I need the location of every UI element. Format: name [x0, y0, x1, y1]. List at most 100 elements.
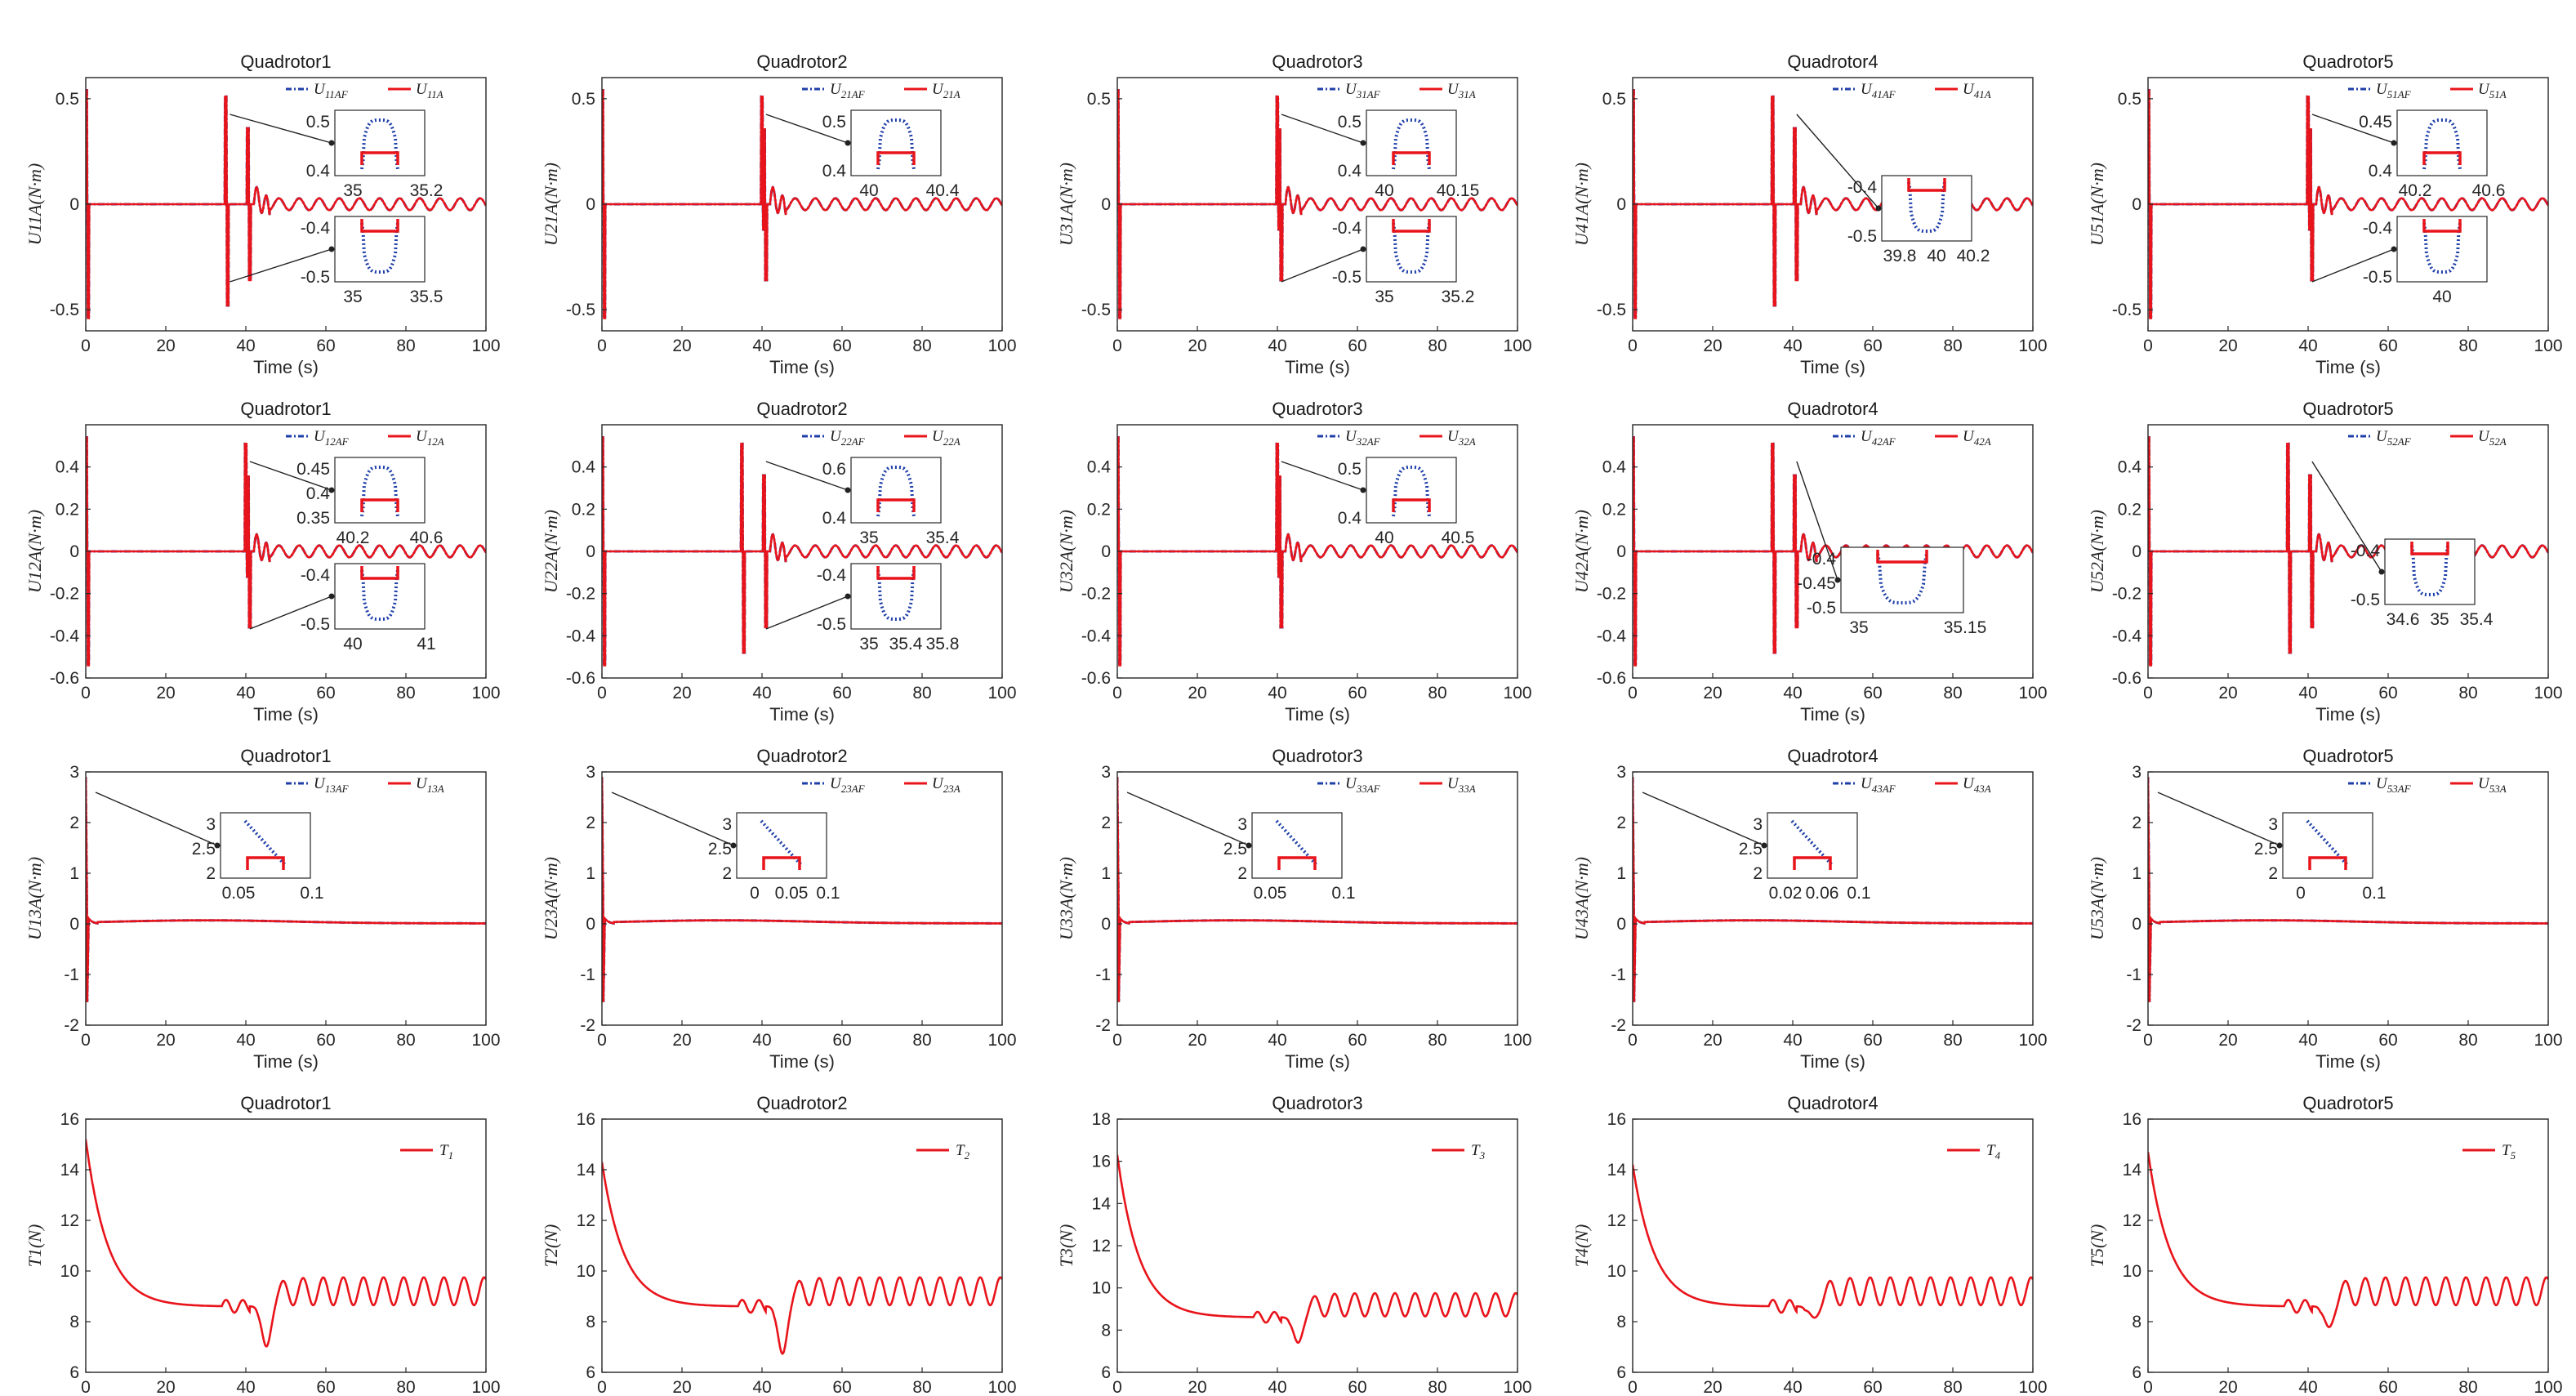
y-tick-label: 6	[69, 1363, 79, 1382]
x-tick-label: 20	[156, 1378, 175, 1396]
legend: U21AF U21A	[802, 81, 960, 100]
legend-actual-label: T3	[1471, 1142, 1486, 1162]
series-actual-line	[2148, 777, 2548, 1002]
inset-actual-line	[1392, 219, 1431, 233]
subplot-title: Quadrotor1	[240, 746, 331, 766]
inset-y-tick-label: 2	[1753, 864, 1763, 883]
legend-actual-label: U22A	[932, 428, 960, 448]
x-tick-label: 100	[2534, 1378, 2562, 1396]
series-actual-line	[1117, 1154, 1518, 1344]
y-axis-label: T5(N)	[2087, 1224, 2107, 1268]
inset-actual-line	[876, 498, 916, 512]
y-tick-label: 8	[69, 1313, 79, 1331]
legend-actual-label: U52A	[2478, 428, 2507, 448]
series-actual-line	[1633, 436, 2033, 667]
y-tick-label: 12	[2123, 1211, 2141, 1230]
inset-y-tick-label: -0.4	[2351, 542, 2381, 560]
x-tick-label: 20	[1703, 1378, 1722, 1396]
y-tick-label: -0.2	[1081, 585, 1111, 604]
inset-y-tick-label: 2.5	[2254, 840, 2278, 859]
inset-pointer-head	[1360, 246, 1366, 252]
axes-box	[85, 1118, 487, 1373]
x-tick-label: 20	[2218, 1031, 2237, 1050]
x-axis-label: Time (s)	[1285, 357, 1350, 377]
inset-actual-line	[1876, 550, 1928, 564]
y-axis-label: U32A(N·m)	[1056, 510, 1076, 593]
x-tick-label: 20	[1188, 684, 1206, 702]
legend-filtered-label: U22AF	[830, 428, 866, 448]
x-axis-label: Time (s)	[769, 357, 835, 377]
inset-y-tick-label: -0.4	[2363, 219, 2393, 238]
y-tick-label: 14	[1607, 1161, 1627, 1180]
subplot-title: Quadrotor4	[1787, 51, 1878, 72]
y-tick-label: 0.2	[56, 500, 79, 519]
subplot-r1c0: Quadrotor1 0 20 40 60 80 100 -0.6 -0.4 -0.2 0 0.2 0.…	[25, 399, 501, 725]
y-axis-label: U43A(N·m)	[1571, 857, 1592, 940]
y-tick-label: 0	[69, 195, 79, 214]
x-tick-label: 40	[1268, 684, 1286, 702]
inset-pointer-arrow	[249, 461, 332, 491]
inset-actual-line	[2422, 219, 2462, 233]
x-tick-label: 0	[81, 1378, 91, 1396]
x-tick-label: 40	[752, 684, 771, 702]
zoom-inset: 0.45 0.4 40.2 40.6	[2311, 109, 2505, 200]
y-tick-label: -0.6	[2112, 669, 2141, 688]
subplot-title: Quadrotor2	[756, 746, 847, 766]
x-tick-label: 100	[987, 1031, 1016, 1050]
x-tick-label: 100	[2018, 1031, 2047, 1050]
inset-actual-line	[2410, 542, 2449, 555]
y-tick-label: 6	[2132, 1363, 2141, 1382]
x-tick-label: 0	[81, 337, 91, 355]
x-tick-label: 60	[1863, 684, 1882, 702]
subplot-r3c0: Quadrotor10204060801006810121416Time (s)…	[25, 1093, 501, 1396]
series-actual-line	[2148, 436, 2548, 667]
x-tick-label: 20	[672, 1031, 691, 1050]
legend: U32AF U32A	[1317, 428, 1476, 448]
inset-filtered-line	[1392, 118, 1431, 170]
y-axis-label: U11A(N·m)	[25, 163, 45, 245]
x-axis-label: Time (s)	[253, 704, 319, 725]
y-tick-label: -2	[580, 1016, 595, 1035]
zoom-inset: 0.6 0.4 35 35.4	[765, 457, 960, 547]
legend-actual-label: T4	[1986, 1142, 2001, 1162]
x-tick-label: 40	[752, 1031, 771, 1050]
subplot-title: Quadrotor3	[1272, 51, 1362, 72]
x-tick-label: 40	[1268, 1378, 1286, 1396]
legend: T1	[400, 1142, 453, 1162]
x-tick-label: 60	[316, 337, 335, 355]
zoom-inset: 0.5 0.4 40 40.5	[1281, 457, 1474, 547]
inset-pointer-arrow	[2157, 792, 2280, 846]
inset-filtered-line	[360, 118, 399, 170]
inset-filtered-line	[1876, 553, 1928, 604]
inset-actual-line	[876, 151, 916, 165]
y-tick-label: 10	[60, 1262, 79, 1281]
legend-filtered-label: U42AF	[1861, 428, 1896, 448]
x-axis-label: Time (s)	[1800, 357, 1865, 377]
axes-box	[601, 1118, 1003, 1373]
inset-actual-line	[1392, 498, 1431, 512]
x-tick-label: 80	[1943, 337, 1962, 355]
inset-pointer-arrow	[2311, 114, 2395, 144]
inset-y-tick-label: 2	[2268, 864, 2278, 883]
x-tick-label: 40	[1268, 1031, 1286, 1050]
x-tick-label: 40	[2298, 1378, 2317, 1396]
legend: U11AF U11A	[286, 81, 443, 100]
y-tick-label: -0.5	[2112, 301, 2141, 319]
y-tick-label: 12	[60, 1211, 79, 1230]
y-tick-label: -0.2	[1597, 585, 1626, 604]
y-tick-label: 3	[586, 763, 595, 782]
inset-filtered-line	[876, 569, 916, 621]
inset-x-tick-label: 0.1	[300, 884, 323, 903]
inset-filtered-line	[876, 118, 916, 170]
legend-filtered-label: U12AF	[314, 428, 350, 448]
x-tick-label: 100	[987, 337, 1016, 355]
series-actual-line	[602, 436, 1002, 667]
subplot-title: Quadrotor4	[1787, 1093, 1878, 1113]
x-tick-label: 80	[1428, 1378, 1446, 1396]
x-tick-label: 60	[832, 1378, 851, 1396]
x-tick-label: 0	[1628, 1031, 1638, 1050]
x-tick-label: 0	[2143, 1031, 2153, 1050]
